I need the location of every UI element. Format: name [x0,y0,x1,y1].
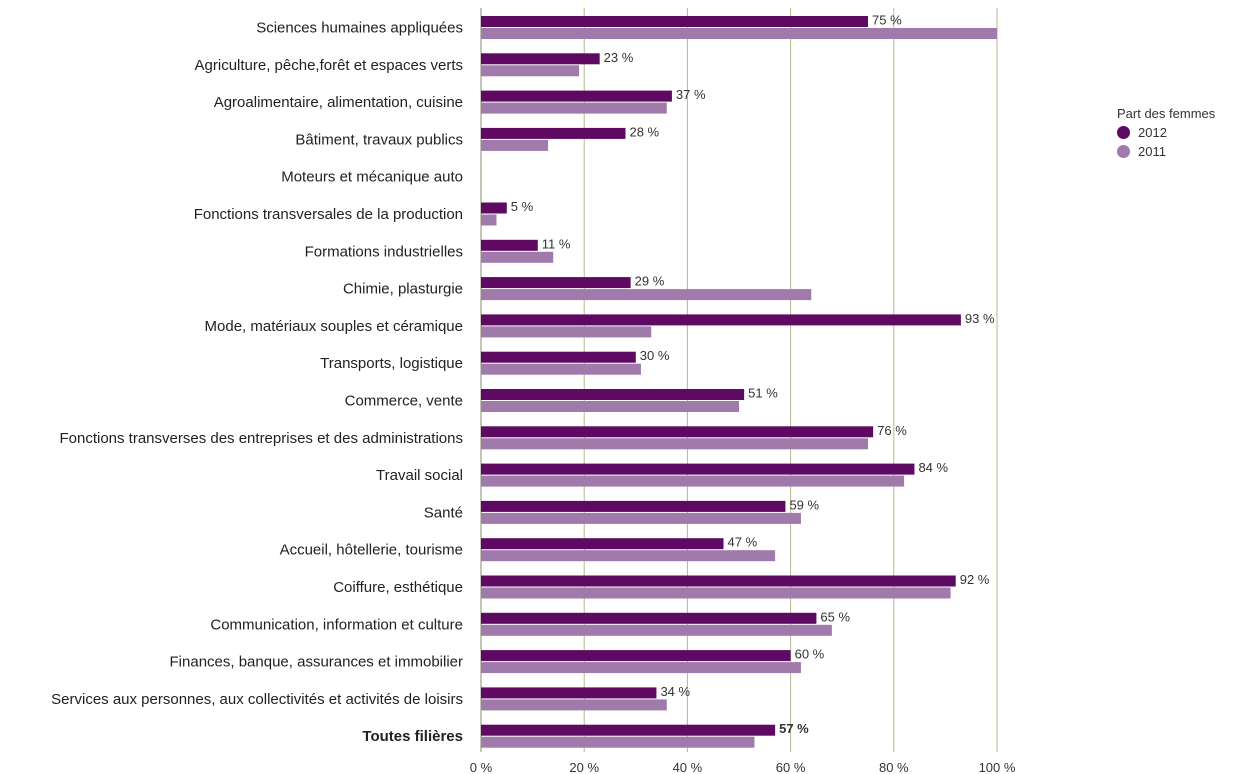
category-label-sante: Santé [424,504,463,521]
label-layer: 0 % 20 % 40 % 60 % 80 % 100 % Sciences humaine… [51,13,1016,774]
value-label-2012-sante: 59 % [789,497,819,512]
bar-2012-chimie-plasturgie [481,277,631,289]
category-label-mode-materiaux-souples-et-ceramique: Mode, matériaux souples et céramique [205,318,463,335]
bar-2012-agroalimentaire-alimentation-cuisine [481,90,672,102]
bar-2012-finances-banque-assurances-et-immobilier [481,650,791,662]
category-label-formations-industrielles: Formations industrielles [305,243,463,260]
category-label-agriculture-peche-foret-et-espaces-verts: Agriculture, pêche,forêt et espaces vert… [195,57,463,74]
category-label-toutes-filieres: Toutes filières [362,728,463,745]
legend-item-2011: 2011 [1117,142,1215,161]
value-label-2012-commerce-vente: 51 % [748,386,778,401]
legend: Part des femmes 2012 2011 [1117,106,1215,161]
bar-2012-toutes-filieres [481,724,776,736]
value-label-2012-travail-social: 84 % [918,460,948,475]
bar-2011-batiment-travaux-publics [481,139,549,151]
value-label-2012-fonctions-transversales-de-la-production: 5 % [511,199,534,214]
bar-2012-coiffure-esthetique [481,575,956,587]
bar-2011-communication-information-et-culture [481,624,832,636]
bar-2011-accueil-hotellerie-tourisme [481,550,776,562]
category-label-travail-social: Travail social [376,467,463,484]
value-label-2012-services-aux-personnes-aux-collectivites-et-activites-de-loisirs: 34 % [660,684,690,699]
category-label-accueil-hotellerie-tourisme: Accueil, hôtellerie, tourisme [280,542,463,559]
bar-2011-mode-materiaux-souples-et-ceramique [481,326,652,338]
category-label-sciences-humaines-appliquees: Sciences humaines appliquées [256,20,463,37]
bar-2011-services-aux-personnes-aux-collectivites-et-activites-de-loisirs [481,699,667,711]
bar-2011-sciences-humaines-appliquees [481,28,997,39]
value-label-2012-batiment-travaux-publics: 28 % [629,124,659,139]
bar-2012-agriculture-peche-foret-et-espaces-verts [481,53,600,65]
category-label-batiment-travaux-publics: Bâtiment, travaux publics [295,131,463,148]
category-label-transports-logistique: Transports, logistique [320,355,463,372]
bar-2011-agroalimentaire-alimentation-cuisine [481,102,667,114]
value-label-2012-coiffure-esthetique: 92 % [960,572,990,587]
bar-2011-fonctions-transverses-des-entreprises-et-des-administrations [481,438,868,450]
bar-2011-travail-social [481,475,905,487]
category-label-communication-information-et-culture: Communication, information et culture [210,616,463,633]
bar-2012-fonctions-transversales-de-la-production [481,202,507,214]
bar-2011-agriculture-peche-foret-et-espaces-verts [481,65,580,77]
bar-2012-accueil-hotellerie-tourisme [481,538,724,550]
value-label-2012-agroalimentaire-alimentation-cuisine: 37 % [676,87,706,102]
bar-2011-formations-industrielles [481,251,554,263]
category-label-moteurs-et-mecanique-auto: Moteurs et mécanique auto [281,169,463,186]
bar-2011-transports-logistique [481,363,641,375]
category-label-finances-banque-assurances-et-immobilier: Finances, banque, assurances et immobili… [170,654,463,671]
x-tick-label-80: 80 % [879,760,909,774]
value-label-2012-accueil-hotellerie-tourisme: 47 % [728,535,758,550]
bar-2012-travail-social [481,463,915,475]
value-label-2012-toutes-filieres: 57 % [779,721,809,736]
legend-label-2011: 2011 [1138,144,1166,159]
bar-2011-finances-banque-assurances-et-immobilier [481,662,801,674]
bar-2012-sciences-humaines-appliquees [481,16,868,27]
bar-2011-fonctions-transversales-de-la-production [481,214,497,226]
bar-2011-chimie-plasturgie [481,289,812,301]
legend-swatch-2012 [1117,126,1130,139]
bar-2012-mode-materiaux-souples-et-ceramique [481,314,961,326]
category-label-fonctions-transverses-des-entreprises-et-des-administrations: Fonctions transverses des entreprises et… [59,430,463,447]
grid-layer [480,8,998,752]
category-label-agroalimentaire-alimentation-cuisine: Agroalimentaire, alimentation, cuisine [214,94,463,111]
bar-2012-batiment-travaux-publics [481,127,626,139]
value-label-2012-agriculture-peche-foret-et-espaces-verts: 23 % [604,50,634,65]
legend-swatch-2011 [1117,145,1130,158]
bar-2012-commerce-vente [481,389,745,400]
value-label-2012-fonctions-transverses-des-entreprises-et-des-administrations: 76 % [877,423,907,438]
bar-2012-formations-industrielles [481,239,538,251]
value-label-2012-chimie-plasturgie: 29 % [635,274,665,289]
x-tick-label-0: 0 % [470,760,493,774]
category-label-fonctions-transversales-de-la-production: Fonctions transversales de la production [194,206,463,223]
bar-2011-toutes-filieres [481,736,755,748]
value-label-2012-communication-information-et-culture: 65 % [820,609,850,624]
bar-2012-services-aux-personnes-aux-collectivites-et-activites-de-loisirs [481,687,657,699]
category-label-coiffure-esthetique: Coiffure, esthétique [333,579,463,596]
x-tick-label-100: 100 % [979,760,1016,774]
legend-title: Part des femmes [1117,106,1216,121]
bar-2012-communication-information-et-culture [481,612,817,624]
category-label-commerce-vente: Commerce, vente [345,393,463,410]
category-label-chimie-plasturgie: Chimie, plasturgie [343,281,463,298]
value-label-2012-formations-industrielles: 11 % [542,236,571,251]
bar-2011-commerce-vente [481,401,739,412]
x-tick-label-40: 40 % [673,760,703,774]
bar-2012-sante [481,500,786,512]
bar-2012-transports-logistique [481,351,636,363]
value-label-2012-mode-materiaux-souples-et-ceramique: 93 % [965,311,995,326]
bar-2011-coiffure-esthetique [481,587,951,599]
bar-layer [481,16,997,748]
x-tick-label-20: 20 % [569,760,599,774]
legend-item-2012: 2012 [1117,123,1215,142]
bar-2012-fonctions-transverses-des-entreprises-et-des-administrations [481,426,874,438]
x-tick-label-60: 60 % [776,760,806,774]
bar-2011-sante [481,512,801,524]
value-label-2012-sciences-humaines-appliquees: 75 % [872,13,902,28]
value-label-2012-transports-logistique: 30 % [640,348,670,363]
legend-label-2012: 2012 [1138,125,1167,140]
category-label-services-aux-personnes-aux-collectivites-et-activites-de-loisirs: Services aux personnes, aux collectivité… [51,691,463,708]
value-label-2012-finances-banque-assurances-et-immobilier: 60 % [795,647,825,662]
